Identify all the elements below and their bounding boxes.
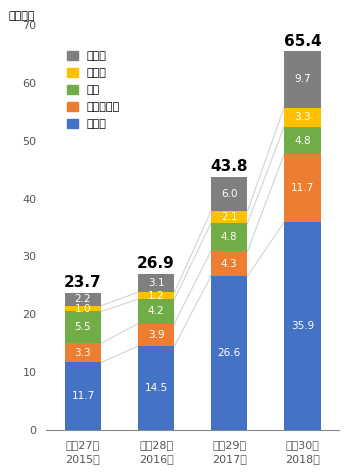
Bar: [211, 223, 247, 251]
Text: 4.3: 4.3: [221, 259, 238, 269]
Text: 2.1: 2.1: [221, 212, 238, 222]
Text: 6.0: 6.0: [221, 189, 237, 199]
Text: 5.5: 5.5: [75, 323, 91, 332]
Bar: [138, 292, 174, 299]
Text: 1.0: 1.0: [75, 304, 91, 314]
Text: 3.1: 3.1: [148, 278, 164, 288]
Text: 1.2: 1.2: [148, 291, 164, 301]
Legend: その他, ビール, 焼酎, ウィスキー, 日本酒: その他, ビール, 焼酎, ウィスキー, 日本酒: [66, 51, 120, 130]
Bar: [211, 211, 247, 223]
Text: 4.2: 4.2: [148, 306, 164, 316]
Text: 9.7: 9.7: [294, 75, 311, 85]
Text: 43.8: 43.8: [210, 159, 248, 173]
Bar: [65, 312, 101, 343]
Text: 35.9: 35.9: [291, 321, 314, 331]
Text: 23.7: 23.7: [64, 275, 102, 290]
Text: 2.2: 2.2: [75, 294, 91, 304]
Bar: [211, 251, 247, 276]
Text: （億円）: （億円）: [8, 11, 35, 21]
Bar: [284, 51, 321, 107]
Bar: [138, 299, 174, 323]
Bar: [138, 323, 174, 346]
Bar: [284, 154, 321, 222]
Bar: [284, 127, 321, 154]
Bar: [65, 305, 101, 312]
Bar: [284, 222, 321, 430]
Text: 65.4: 65.4: [284, 34, 321, 48]
Text: 4.8: 4.8: [294, 135, 311, 146]
Bar: [211, 276, 247, 430]
Text: 3.3: 3.3: [75, 348, 91, 358]
Text: 11.7: 11.7: [71, 391, 94, 401]
Text: 14.5: 14.5: [145, 383, 168, 393]
Text: 3.9: 3.9: [148, 330, 164, 340]
Text: 11.7: 11.7: [291, 183, 314, 193]
Bar: [138, 275, 174, 292]
Text: 26.9: 26.9: [137, 256, 175, 272]
Text: 3.3: 3.3: [294, 112, 311, 122]
Bar: [65, 362, 101, 430]
Bar: [138, 346, 174, 430]
Text: 4.8: 4.8: [221, 232, 238, 242]
Bar: [284, 107, 321, 127]
Bar: [211, 177, 247, 211]
Bar: [65, 293, 101, 305]
Bar: [65, 343, 101, 362]
Text: 26.6: 26.6: [218, 348, 241, 358]
